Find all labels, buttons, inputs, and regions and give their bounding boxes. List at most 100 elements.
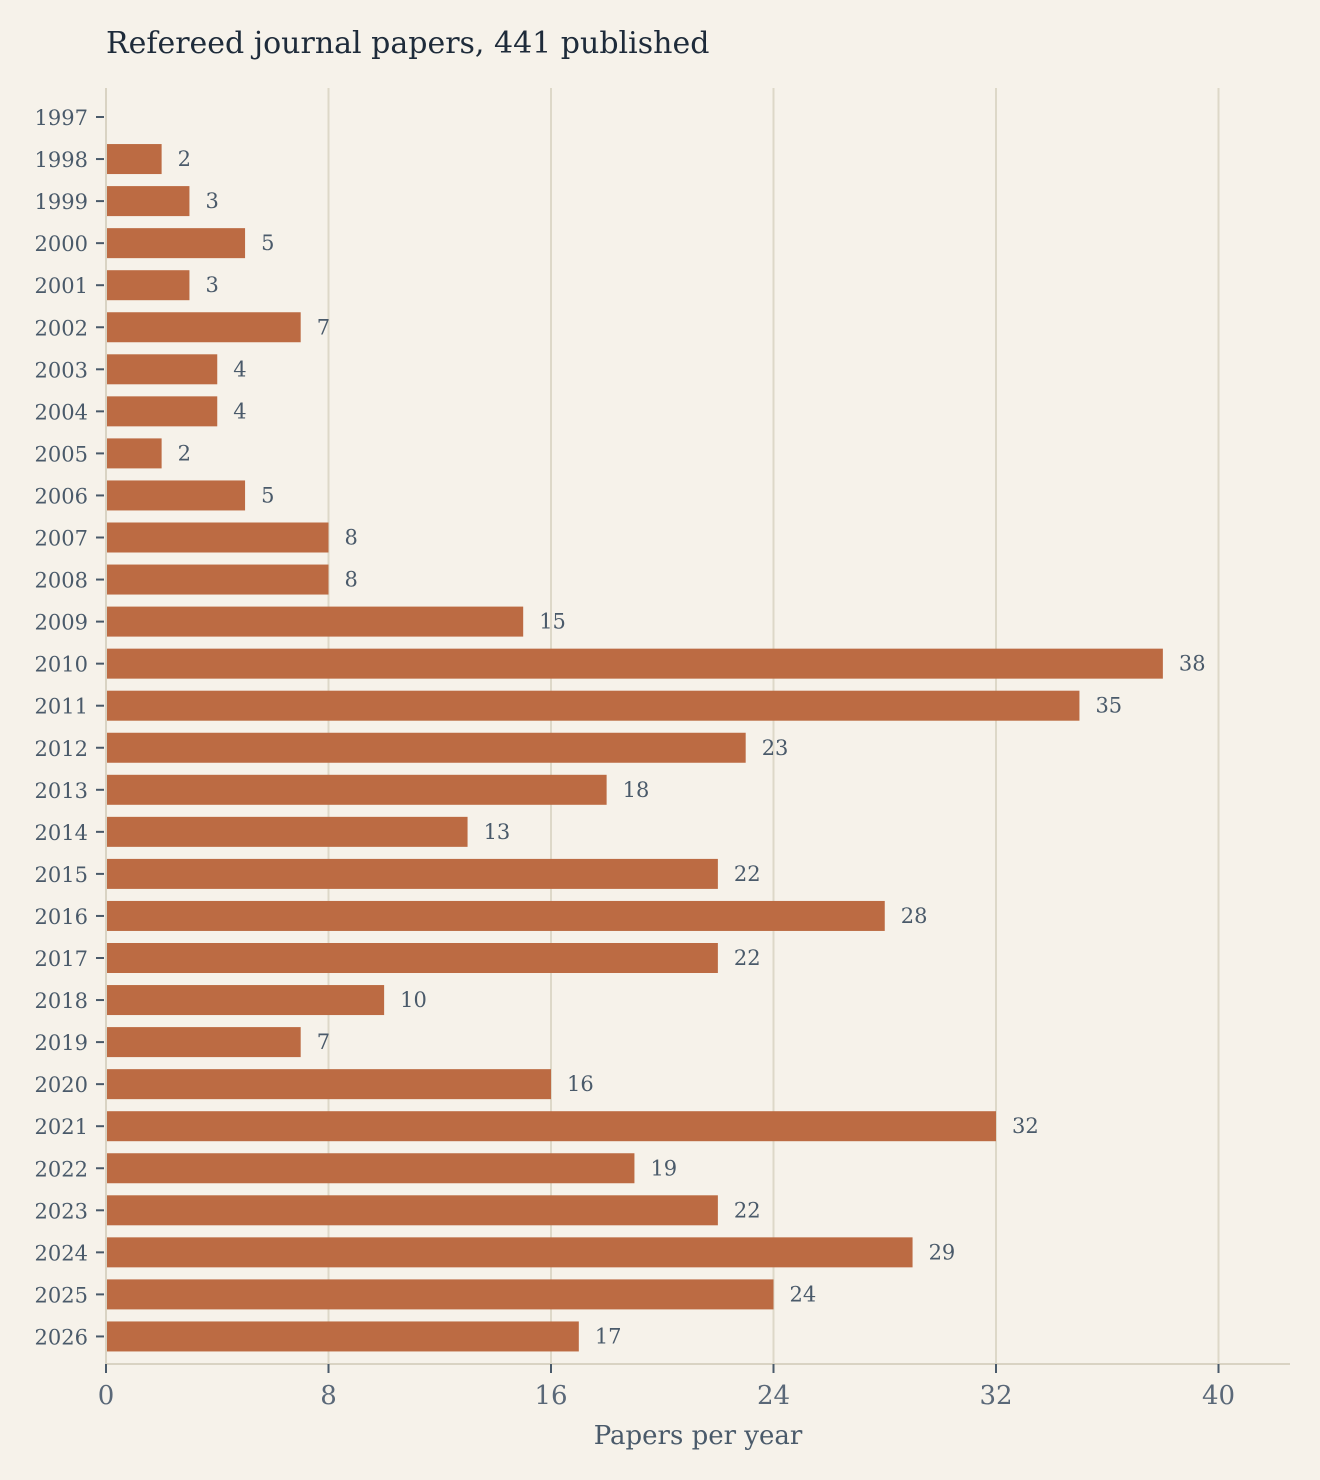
value-label-2024: 29	[929, 1240, 956, 1264]
value-label-2009: 15	[539, 610, 566, 634]
ytick-label-2001: 2001	[35, 274, 88, 298]
ytick-label-2012: 2012	[35, 737, 88, 761]
ytick-label-1998: 1998	[35, 148, 88, 172]
value-label-2007: 8	[345, 526, 358, 550]
grid-layer	[327, 88, 1220, 1364]
bar-2019	[106, 1027, 301, 1058]
value-label-2016: 28	[901, 904, 928, 928]
ytick-label-1999: 1999	[35, 190, 88, 214]
bar-2017	[106, 943, 718, 973]
value-label-2015: 22	[734, 862, 761, 886]
xtick-label-0: 0	[98, 1381, 115, 1411]
bar-1999	[106, 186, 190, 217]
ytick-label-2020: 2020	[35, 1073, 88, 1097]
chart-title: Refereed journal papers, 441 published	[106, 26, 709, 61]
xtick-label-24: 24	[757, 1381, 790, 1411]
ytick-label-2006: 2006	[35, 484, 88, 508]
bars-layer	[106, 144, 1163, 1352]
ytick-label-2015: 2015	[35, 863, 88, 887]
value-label-2006: 5	[261, 483, 274, 507]
ytick-label-2016: 2016	[35, 905, 88, 929]
ytick-label-2022: 2022	[35, 1157, 88, 1181]
bar-2018	[106, 985, 385, 1016]
value-label-2012: 23	[762, 736, 789, 760]
value-label-2011: 35	[1095, 694, 1122, 718]
value-label-2008: 8	[345, 568, 358, 592]
ytick-label-2005: 2005	[35, 442, 88, 466]
bar-2021	[106, 1111, 996, 1142]
value-label-2002: 7	[317, 315, 330, 339]
bar-2010	[106, 648, 1163, 679]
value-label-2003: 4	[233, 357, 246, 381]
value-label-2005: 2	[178, 441, 191, 465]
ytick-label-2021: 2021	[35, 1115, 88, 1139]
bar-2012	[106, 732, 746, 763]
ytick-label-2002: 2002	[35, 316, 88, 340]
xtick-label-32: 32	[979, 1381, 1012, 1411]
xtick-label-8: 8	[320, 1381, 337, 1411]
ytick-label-2003: 2003	[35, 358, 88, 382]
bar-2024	[106, 1237, 913, 1268]
value-label-1998: 2	[178, 147, 191, 171]
y-axis: 1997 1998 1999 2000 2001 2002 2003 2004 2005 2006…	[35, 88, 107, 1372]
bar-2025	[106, 1279, 774, 1310]
bar-2023	[106, 1195, 718, 1226]
bar-2008	[106, 564, 329, 595]
ytick-label-2004: 2004	[35, 400, 88, 424]
ytick-label-2013: 2013	[35, 779, 88, 803]
bar-2000	[106, 228, 246, 259]
ytick-label-2009: 2009	[35, 611, 88, 635]
ytick-label-2007: 2007	[35, 527, 88, 551]
bar-2009	[106, 606, 524, 637]
ytick-label-2019: 2019	[35, 1031, 88, 1055]
x-axis-label: Papers per year	[594, 1421, 803, 1451]
value-label-2019: 7	[317, 1030, 330, 1054]
value-label-2017: 22	[734, 946, 761, 970]
ytick-label-2008: 2008	[35, 569, 88, 593]
ytick-label-2018: 2018	[35, 989, 88, 1013]
x-axis: 0 8 16 24 32 40	[98, 1363, 1290, 1411]
value-labels-layer: 2353744258815383523181322282210716321922…	[178, 147, 1206, 1348]
value-label-2004: 4	[233, 399, 246, 423]
bar-2013	[106, 774, 607, 805]
ytick-label-1997: 1997	[35, 106, 88, 130]
value-label-1999: 3	[205, 189, 218, 213]
value-label-2020: 16	[567, 1072, 594, 1096]
value-label-2001: 3	[205, 273, 218, 297]
ytick-label-2024: 2024	[35, 1241, 88, 1265]
ytick-label-2025: 2025	[35, 1283, 88, 1307]
bar-2016	[106, 900, 885, 931]
value-label-2013: 18	[623, 778, 650, 802]
bar-2011	[106, 690, 1080, 721]
ytick-label-2010: 2010	[35, 653, 88, 677]
value-label-2000: 5	[261, 231, 274, 255]
bar-2004	[106, 396, 218, 427]
ytick-label-2014: 2014	[35, 821, 88, 845]
value-label-2018: 10	[400, 988, 427, 1012]
ytick-label-2026: 2026	[35, 1325, 88, 1349]
value-label-2022: 19	[650, 1156, 677, 1180]
ytick-label-2011: 2011	[35, 695, 88, 719]
value-label-2010: 38	[1179, 652, 1206, 676]
bar-2014	[106, 816, 468, 847]
bar-2005	[106, 438, 162, 469]
bar-2007	[106, 522, 329, 553]
bar-2001	[106, 270, 190, 301]
bar-2003	[106, 354, 218, 385]
value-label-2021: 32	[1012, 1114, 1039, 1138]
bar-1998	[106, 144, 162, 175]
xtick-label-40: 40	[1202, 1381, 1235, 1411]
ytick-label-2017: 2017	[35, 947, 88, 971]
value-label-2025: 24	[790, 1282, 817, 1306]
value-label-2023: 22	[734, 1198, 761, 1222]
bar-2006	[106, 480, 246, 511]
xtick-label-16: 16	[534, 1381, 567, 1411]
bar-2020	[106, 1069, 551, 1100]
bar-2022	[106, 1153, 635, 1184]
value-label-2026: 17	[595, 1324, 622, 1348]
bar-2026	[106, 1321, 579, 1352]
ytick-label-2000: 2000	[35, 232, 88, 256]
bar-2002	[106, 312, 301, 343]
